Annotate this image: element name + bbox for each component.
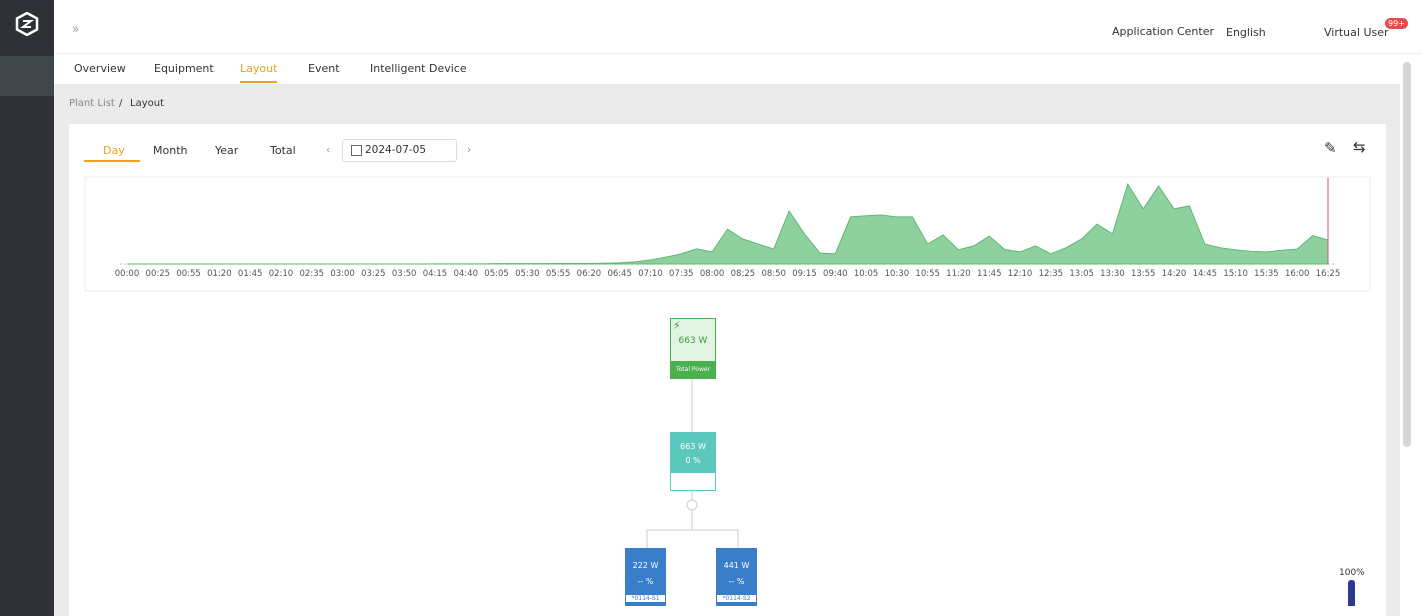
- x-tick-label: 08:25: [731, 269, 756, 279]
- x-tick-label: 12:10: [1008, 269, 1033, 279]
- badge: 99+: [1385, 18, 1408, 29]
- x-tick-label: 11:20: [946, 269, 971, 279]
- x-tick-label: 15:10: [1223, 269, 1248, 279]
- x-tick-label: 04:40: [453, 269, 478, 279]
- x-tick-label: 05:05: [484, 269, 509, 279]
- x-tick-label: 11:45: [977, 269, 1002, 279]
- sidebar: [0, 0, 54, 616]
- x-tick-label: 07:35: [669, 269, 694, 279]
- prev[interactable]: ‹: [326, 143, 331, 156]
- x-tick-label: 10:30: [885, 269, 910, 279]
- x-tick-label: 16:00: [1285, 269, 1310, 279]
- string-node[interactable]: 222 W -- % *0114-S1: [625, 548, 666, 606]
- x-tick-label: 13:30: [1100, 269, 1125, 279]
- string-label: *0114-S2: [717, 595, 756, 602]
- tab-active[interactable]: Layout: [240, 62, 278, 83]
- x-tick-label: 12:35: [1039, 269, 1064, 279]
- x-tick-label: 10:55: [915, 269, 940, 279]
- user[interactable]: Virtual User: [1324, 26, 1389, 39]
- nav-home[interactable]: [0, 56, 54, 96]
- scrollbar[interactable]: [1403, 62, 1411, 447]
- x-tick-label: 00:25: [146, 269, 171, 279]
- x-tick-label: 09:15: [792, 269, 817, 279]
- x-tick-label: 03:00: [330, 269, 355, 279]
- string-node[interactable]: 441 W -- % *0114-S2: [716, 548, 757, 606]
- x-tick-label: 01:45: [238, 269, 263, 279]
- string-value: 222 W: [632, 561, 659, 570]
- tab[interactable]: Equipment: [154, 62, 214, 75]
- active-underline: [84, 160, 140, 162]
- x-tick-label: 00:55: [176, 269, 201, 279]
- x-tick-label: 14:20: [1162, 269, 1187, 279]
- tab[interactable]: Event: [308, 62, 340, 75]
- inverter-value: 663 W: [680, 442, 706, 451]
- x-tick-label: 07:10: [638, 269, 663, 279]
- switch[interactable]: ⇆: [1353, 138, 1366, 156]
- legend-max: 100%: [1339, 568, 1365, 578]
- x-tick-label: 03:50: [392, 269, 417, 279]
- legend-bar: [1348, 580, 1355, 606]
- x-tick-label: 08:00: [700, 269, 725, 279]
- x-tick-label: 02:10: [269, 269, 294, 279]
- x-tick-label: 16:25: [1316, 269, 1341, 279]
- period-tab[interactable]: Total: [270, 144, 296, 157]
- breadcrumb-current: Layout: [130, 98, 164, 109]
- string-label: *0114-S1: [626, 595, 665, 602]
- x-tick-label: 14:45: [1193, 269, 1218, 279]
- breadcrumb-parent[interactable]: Plant List: [69, 98, 115, 109]
- string-percent: -- %: [728, 577, 745, 586]
- inverter-node[interactable]: 663 W 0 %: [670, 432, 716, 491]
- x-tick-label: 15:35: [1254, 269, 1279, 279]
- period-tab-active[interactable]: Day: [103, 144, 125, 157]
- language[interactable]: English: [1226, 26, 1266, 39]
- date-picker[interactable]: 2024-07-05: [342, 139, 457, 162]
- x-tick-label: 03:25: [361, 269, 386, 279]
- chart-frame: [84, 176, 1371, 292]
- layout-diagram: [646, 378, 739, 548]
- x-tick-label: 00:00: [115, 269, 140, 279]
- x-tick-label: 02:35: [300, 269, 325, 279]
- x-tick-label: 05:30: [515, 269, 540, 279]
- next[interactable]: ›: [467, 143, 472, 156]
- area: [127, 183, 1329, 265]
- chart: 00:00 00:25 00:55 01:20 01:45 02:10 02:35 03:00…: [84, 176, 1371, 292]
- logo: [15, 12, 39, 36]
- total-power-label: Total Power: [671, 361, 715, 378]
- period-tab[interactable]: Year: [215, 144, 239, 157]
- top-bar: » Application Center English Virtual Use…: [54, 0, 1422, 54]
- date: 2024-07-05: [365, 144, 427, 156]
- tab[interactable]: Overview: [74, 62, 126, 75]
- calendar-icon: [351, 145, 362, 156]
- expand[interactable]: »: [72, 22, 80, 36]
- x-tick-label: 05:55: [546, 269, 571, 279]
- x-tick-label: 06:45: [607, 269, 632, 279]
- total-power-node[interactable]: ⚡ 663 W Total Power: [670, 318, 716, 379]
- x-tick-label: 13:55: [1131, 269, 1156, 279]
- inverter-footer: [671, 473, 715, 490]
- x-tick-label: 09:40: [823, 269, 848, 279]
- application-center[interactable]: Application Center: [1112, 25, 1214, 38]
- tab[interactable]: Intelligent Device: [370, 62, 467, 75]
- x-tick-label: 06:20: [577, 269, 602, 279]
- x-tick-label: 01:20: [207, 269, 232, 279]
- x-tick-label: 04:15: [423, 269, 448, 279]
- string-value: 441 W: [723, 561, 750, 570]
- breadcrumb-separator: /: [119, 98, 123, 109]
- x-tick-label: 13:05: [1069, 269, 1094, 279]
- inverter-percent: 0 %: [685, 456, 701, 465]
- total-power-value: 663 W: [678, 336, 708, 346]
- edit[interactable]: ✎: [1324, 139, 1337, 157]
- x-tick-label: 10:05: [854, 269, 879, 279]
- string-percent: -- %: [637, 577, 654, 586]
- period-tab[interactable]: Month: [153, 144, 188, 157]
- x-tick-label: 08:50: [761, 269, 786, 279]
